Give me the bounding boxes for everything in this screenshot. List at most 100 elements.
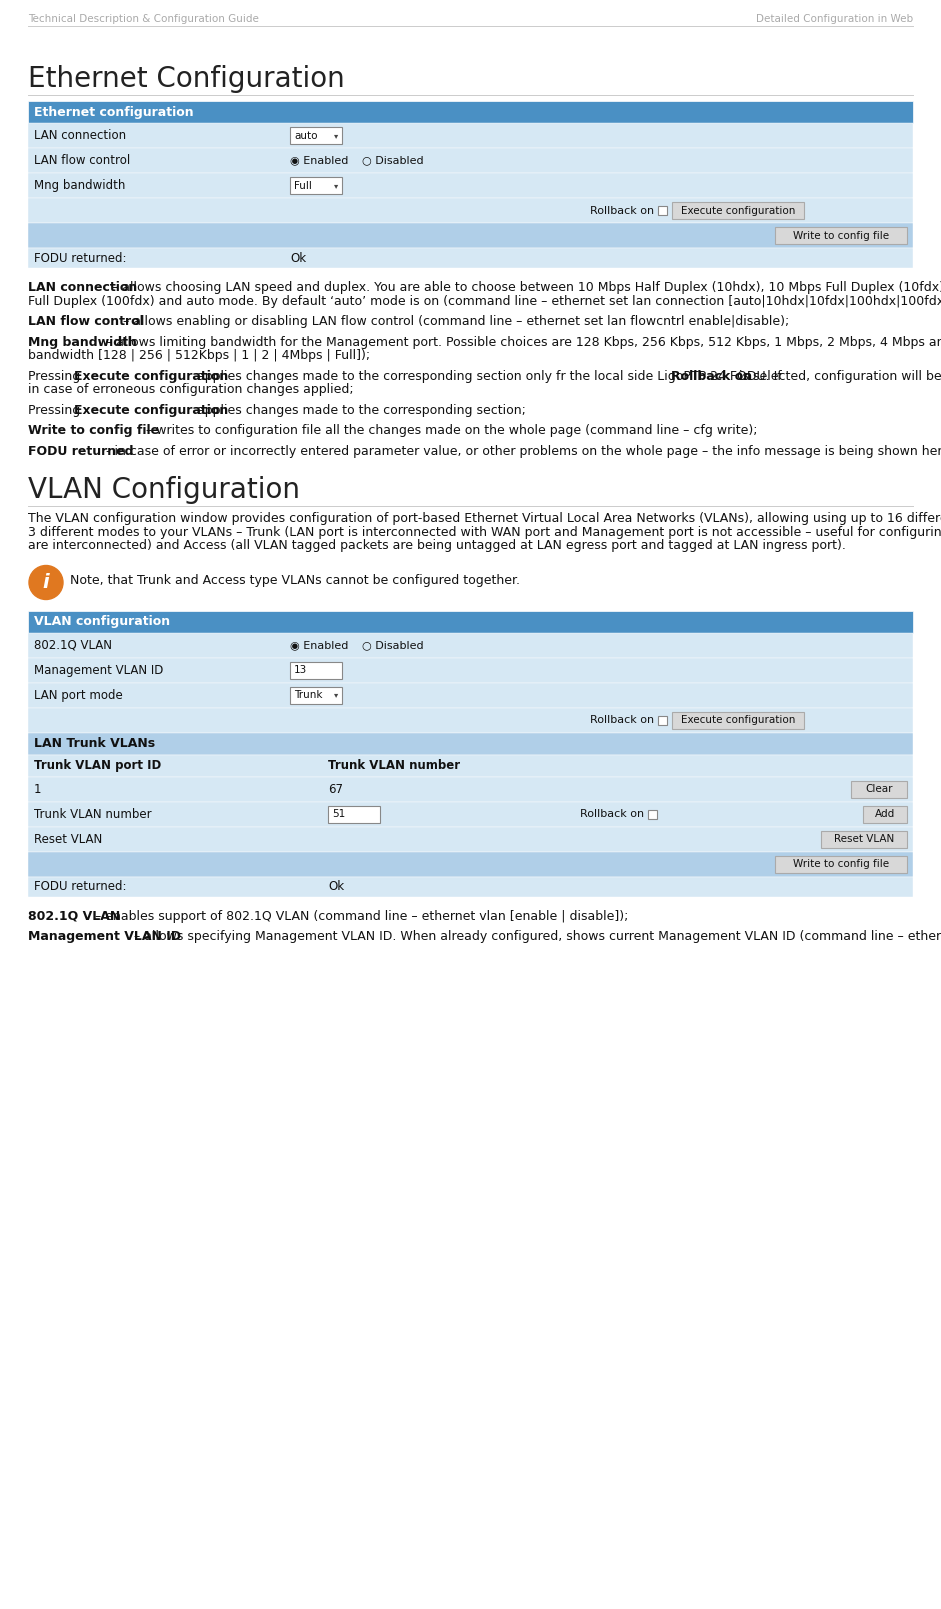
Text: – allows choosing LAN speed and duplex. You are able to choose between 10 Mbps H: – allows choosing LAN speed and duplex. … bbox=[112, 282, 941, 294]
Text: Write to config file: Write to config file bbox=[793, 859, 889, 869]
Bar bbox=[290, 661, 342, 679]
Bar bbox=[775, 227, 907, 245]
Text: 3 different modes to your VLANs – Trunk (LAN port is interconnected with WAN por: 3 different modes to your VLANs – Trunk … bbox=[28, 526, 941, 539]
Bar bbox=[290, 127, 342, 143]
Text: Ok: Ok bbox=[328, 880, 344, 893]
Bar bbox=[821, 830, 907, 848]
Text: ◉ Enabled: ◉ Enabled bbox=[290, 640, 348, 650]
Bar bbox=[28, 101, 913, 122]
Bar bbox=[28, 248, 913, 269]
Text: LAN flow control: LAN flow control bbox=[28, 315, 148, 328]
Bar bbox=[28, 851, 913, 877]
Text: VLAN configuration: VLAN configuration bbox=[34, 615, 170, 628]
Bar bbox=[290, 687, 342, 703]
Text: Reset VLAN: Reset VLAN bbox=[834, 833, 894, 845]
Text: LAN connection: LAN connection bbox=[34, 129, 126, 142]
Text: 802.1Q VLAN: 802.1Q VLAN bbox=[34, 639, 112, 652]
Text: 1: 1 bbox=[34, 782, 41, 795]
Bar bbox=[28, 708, 913, 732]
Bar bbox=[658, 716, 667, 724]
Bar bbox=[863, 806, 907, 822]
Text: Ethernet Configuration: Ethernet Configuration bbox=[28, 64, 344, 93]
Bar bbox=[28, 148, 913, 174]
Bar bbox=[28, 801, 913, 827]
Text: Write to config file: Write to config file bbox=[28, 425, 164, 438]
Text: Full Duplex (100fdx) and auto mode. By default ‘auto’ mode is on (command line –: Full Duplex (100fdx) and auto mode. By d… bbox=[28, 294, 941, 307]
Text: ○ Disabled: ○ Disabled bbox=[362, 156, 423, 166]
Text: are interconnected) and Access (all VLAN tagged packets are being untagged at LA: are interconnected) and Access (all VLAN… bbox=[28, 539, 850, 552]
Bar bbox=[28, 682, 913, 708]
Text: Execute configuration: Execute configuration bbox=[680, 206, 795, 216]
Text: Mng bandwidth: Mng bandwidth bbox=[28, 336, 141, 349]
Text: bandwidth [128 | 256 | 512Kbps | 1 | 2 | 4Mbps | Full]);: bandwidth [128 | 256 | 512Kbps | 1 | 2 |… bbox=[28, 349, 375, 362]
Text: in case of erroneous configuration changes applied;: in case of erroneous configuration chang… bbox=[28, 383, 358, 396]
Text: – allows limiting bandwidth for the Management port. Possible choices are 128 Kb: – allows limiting bandwidth for the Mana… bbox=[106, 336, 941, 349]
Bar bbox=[28, 198, 913, 224]
Bar bbox=[28, 632, 913, 658]
Text: 51: 51 bbox=[332, 809, 345, 819]
Text: FODU returned:: FODU returned: bbox=[34, 251, 126, 264]
Text: Trunk VLAN port ID: Trunk VLAN port ID bbox=[34, 759, 161, 772]
Text: ○ Disabled: ○ Disabled bbox=[362, 640, 423, 650]
Text: Note, that Trunk and Access type VLANs cannot be configured together.: Note, that Trunk and Access type VLANs c… bbox=[70, 573, 520, 587]
Text: Technical Description & Configuration Guide: Technical Description & Configuration Gu… bbox=[28, 14, 259, 24]
Text: - in case of error or incorrectly entered parameter value, or other problems on : - in case of error or incorrectly entere… bbox=[106, 444, 941, 457]
Bar bbox=[28, 732, 913, 755]
Bar bbox=[648, 809, 657, 819]
Bar bbox=[28, 658, 913, 682]
Text: Execute configuration: Execute configuration bbox=[74, 404, 232, 417]
Text: VLAN Configuration: VLAN Configuration bbox=[28, 476, 300, 504]
Text: LAN Trunk VLANs: LAN Trunk VLANs bbox=[34, 737, 155, 750]
Bar bbox=[328, 806, 380, 822]
Text: ▾: ▾ bbox=[334, 690, 338, 700]
Text: Trunk: Trunk bbox=[294, 690, 323, 700]
Text: LAN port mode: LAN port mode bbox=[34, 689, 122, 702]
Bar bbox=[851, 780, 907, 798]
Text: ▾: ▾ bbox=[334, 180, 338, 190]
Bar bbox=[28, 777, 913, 801]
Text: Pressing: Pressing bbox=[28, 370, 85, 383]
Bar bbox=[672, 711, 804, 729]
Bar bbox=[290, 177, 342, 195]
Text: i: i bbox=[42, 573, 49, 592]
Bar bbox=[28, 174, 913, 198]
Bar bbox=[28, 755, 913, 777]
Bar bbox=[775, 856, 907, 872]
Bar bbox=[28, 877, 913, 896]
Text: Mng bandwidth: Mng bandwidth bbox=[34, 179, 125, 191]
Text: Ethernet configuration: Ethernet configuration bbox=[34, 106, 194, 119]
Text: – writes to configuration file all the changes made on the whole page (command l: – writes to configuration file all the c… bbox=[146, 425, 761, 438]
Text: LAN connection: LAN connection bbox=[28, 282, 142, 294]
Text: Clear: Clear bbox=[866, 784, 893, 793]
Text: Ok: Ok bbox=[290, 251, 306, 264]
Text: ◉ Enabled: ◉ Enabled bbox=[290, 156, 348, 166]
Text: applies changes made to the corresponding section;: applies changes made to the correspondin… bbox=[197, 404, 530, 417]
Text: is selected, configuration will be reverted: is selected, configuration will be rever… bbox=[739, 370, 941, 383]
Text: auto: auto bbox=[294, 130, 317, 140]
Text: Full: Full bbox=[294, 180, 311, 190]
Text: 802.1Q VLAN: 802.1Q VLAN bbox=[28, 909, 124, 922]
Text: Execute configuration: Execute configuration bbox=[680, 714, 795, 726]
Text: Trunk VLAN number: Trunk VLAN number bbox=[34, 808, 152, 821]
Text: FODU returned: FODU returned bbox=[28, 444, 138, 457]
Text: Management VLAN ID: Management VLAN ID bbox=[34, 663, 164, 676]
Text: ▾: ▾ bbox=[334, 130, 338, 140]
Text: Pressing: Pressing bbox=[28, 404, 85, 417]
Text: FODU returned:: FODU returned: bbox=[34, 880, 126, 893]
Text: The VLAN configuration window provides configuration of port-based Ethernet Virt: The VLAN configuration window provides c… bbox=[28, 512, 941, 525]
Text: Write to config file: Write to config file bbox=[793, 230, 889, 240]
Circle shape bbox=[29, 565, 63, 600]
Bar bbox=[658, 206, 667, 216]
Text: Rollback on: Rollback on bbox=[590, 714, 654, 726]
Text: Trunk VLAN number: Trunk VLAN number bbox=[328, 759, 460, 772]
Text: 13: 13 bbox=[294, 665, 308, 676]
Text: Rollback on: Rollback on bbox=[671, 370, 757, 383]
Text: – allows enabling or disabling LAN flow control (command line – ethernet set lan: – allows enabling or disabling LAN flow … bbox=[123, 315, 793, 328]
Text: – enables support of 802.1Q VLAN (command line – ethernet vlan [enable | disable: – enables support of 802.1Q VLAN (comman… bbox=[95, 909, 632, 922]
Text: Rollback on: Rollback on bbox=[590, 206, 654, 216]
Text: applies changes made to the corresponding section only fr the local side LigoPTP: applies changes made to the correspondin… bbox=[197, 370, 786, 383]
Bar bbox=[28, 122, 913, 148]
Text: Detailed Configuration in Web: Detailed Configuration in Web bbox=[756, 14, 913, 24]
Text: Add: Add bbox=[875, 809, 895, 819]
Text: Management VLAN ID: Management VLAN ID bbox=[28, 930, 185, 943]
